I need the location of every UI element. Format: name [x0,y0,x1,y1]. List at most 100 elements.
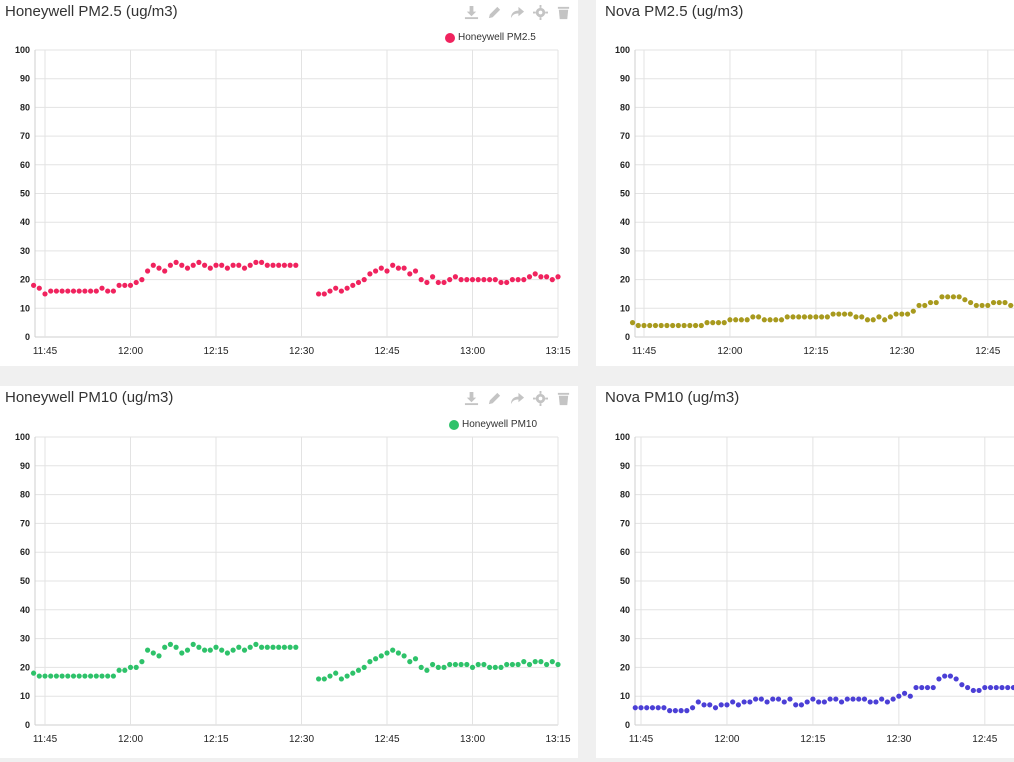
data-point[interactable] [970,687,976,694]
data-point[interactable] [481,277,487,283]
data-point[interactable] [956,294,962,300]
data-point[interactable] [338,288,344,294]
data-point[interactable] [689,705,696,711]
data-point[interactable] [861,696,868,702]
data-point[interactable] [162,644,168,650]
data-point[interactable] [150,262,156,268]
data-point[interactable] [859,314,865,320]
data-point[interactable] [692,322,699,329]
data-point[interactable] [810,696,816,702]
data-point[interactable] [758,696,764,702]
data-point[interactable] [213,644,219,650]
data-point[interactable] [833,696,839,702]
data-point[interactable] [775,696,782,702]
data-point[interactable] [638,705,644,711]
data-point[interactable] [924,684,931,691]
gear-icon[interactable] [532,390,549,407]
data-point[interactable] [959,682,965,688]
data-point[interactable] [990,299,997,306]
data-point[interactable] [418,277,424,283]
data-point[interactable] [30,282,37,288]
data-point[interactable] [521,659,527,665]
data-point[interactable] [996,299,1002,306]
data-point[interactable] [133,664,139,670]
data-point[interactable] [184,265,191,271]
data-point[interactable] [162,268,168,274]
data-point[interactable] [384,268,390,274]
data-point[interactable] [42,291,48,297]
data-point[interactable] [53,673,60,679]
data-point[interactable] [904,311,911,317]
data-point[interactable] [867,699,873,705]
data-point[interactable] [504,279,510,286]
data-point[interactable] [184,647,191,653]
data-point[interactable] [515,661,521,668]
data-point[interactable] [544,661,550,668]
share-icon[interactable] [509,4,526,21]
data-point[interactable] [950,294,957,300]
data-point[interactable] [373,268,379,274]
data-point[interactable] [844,696,850,702]
data-point[interactable] [555,274,561,280]
data-point[interactable] [838,699,845,705]
data-point[interactable] [498,664,504,670]
data-point[interactable] [378,265,384,271]
data-point[interactable] [727,317,733,323]
data-point[interactable] [532,659,538,665]
data-point[interactable] [864,317,871,323]
data-point[interactable] [333,670,339,676]
data-point[interactable] [555,661,561,668]
data-point[interactable] [532,271,538,277]
data-point[interactable] [801,314,808,320]
data-point[interactable] [973,302,979,309]
data-point[interactable] [122,282,128,288]
data-point[interactable] [82,288,88,294]
data-point[interactable] [116,667,122,673]
data-point[interactable] [395,650,401,656]
chart-legend[interactable]: Honeywell PM10 [449,419,537,430]
data-point[interactable] [681,322,687,329]
data-point[interactable] [942,673,948,679]
data-point[interactable] [549,277,555,283]
data-point[interactable] [778,317,785,323]
data-point[interactable] [219,647,225,653]
data-point[interactable] [504,661,510,668]
data-point[interactable] [509,661,515,668]
data-point[interactable] [441,664,447,670]
data-point[interactable] [270,262,276,268]
data-point[interactable] [464,661,470,668]
data-point[interactable] [538,274,544,280]
data-point[interactable] [173,644,179,650]
data-point[interactable] [756,314,762,320]
gear-icon[interactable] [532,4,549,21]
data-point[interactable] [549,659,555,665]
data-point[interactable] [70,673,77,679]
data-point[interactable] [936,676,942,682]
data-point[interactable] [985,302,991,309]
data-point[interactable] [968,299,974,306]
data-point[interactable] [241,265,248,271]
data-point[interactable] [447,661,453,668]
data-point[interactable] [916,302,922,309]
data-point[interactable] [521,277,527,283]
data-point[interactable] [48,673,54,679]
data-point[interactable] [781,699,787,705]
data-point[interactable] [36,285,42,291]
data-point[interactable] [435,664,441,670]
data-point[interactable] [487,277,493,283]
data-point[interactable] [469,664,476,670]
data-point[interactable] [741,699,747,705]
data-point[interactable] [667,708,673,714]
data-point[interactable] [899,311,905,317]
data-point[interactable] [338,676,344,682]
data-point[interactable] [264,644,270,650]
data-point[interactable] [424,667,430,673]
data-point[interactable] [76,288,82,294]
data-point[interactable] [412,268,419,274]
data-point[interactable] [384,650,390,656]
data-point[interactable] [207,647,213,653]
data-point[interactable] [179,262,185,268]
data-point[interactable] [458,277,464,283]
data-point[interactable] [730,699,736,705]
data-point[interactable] [796,314,802,320]
